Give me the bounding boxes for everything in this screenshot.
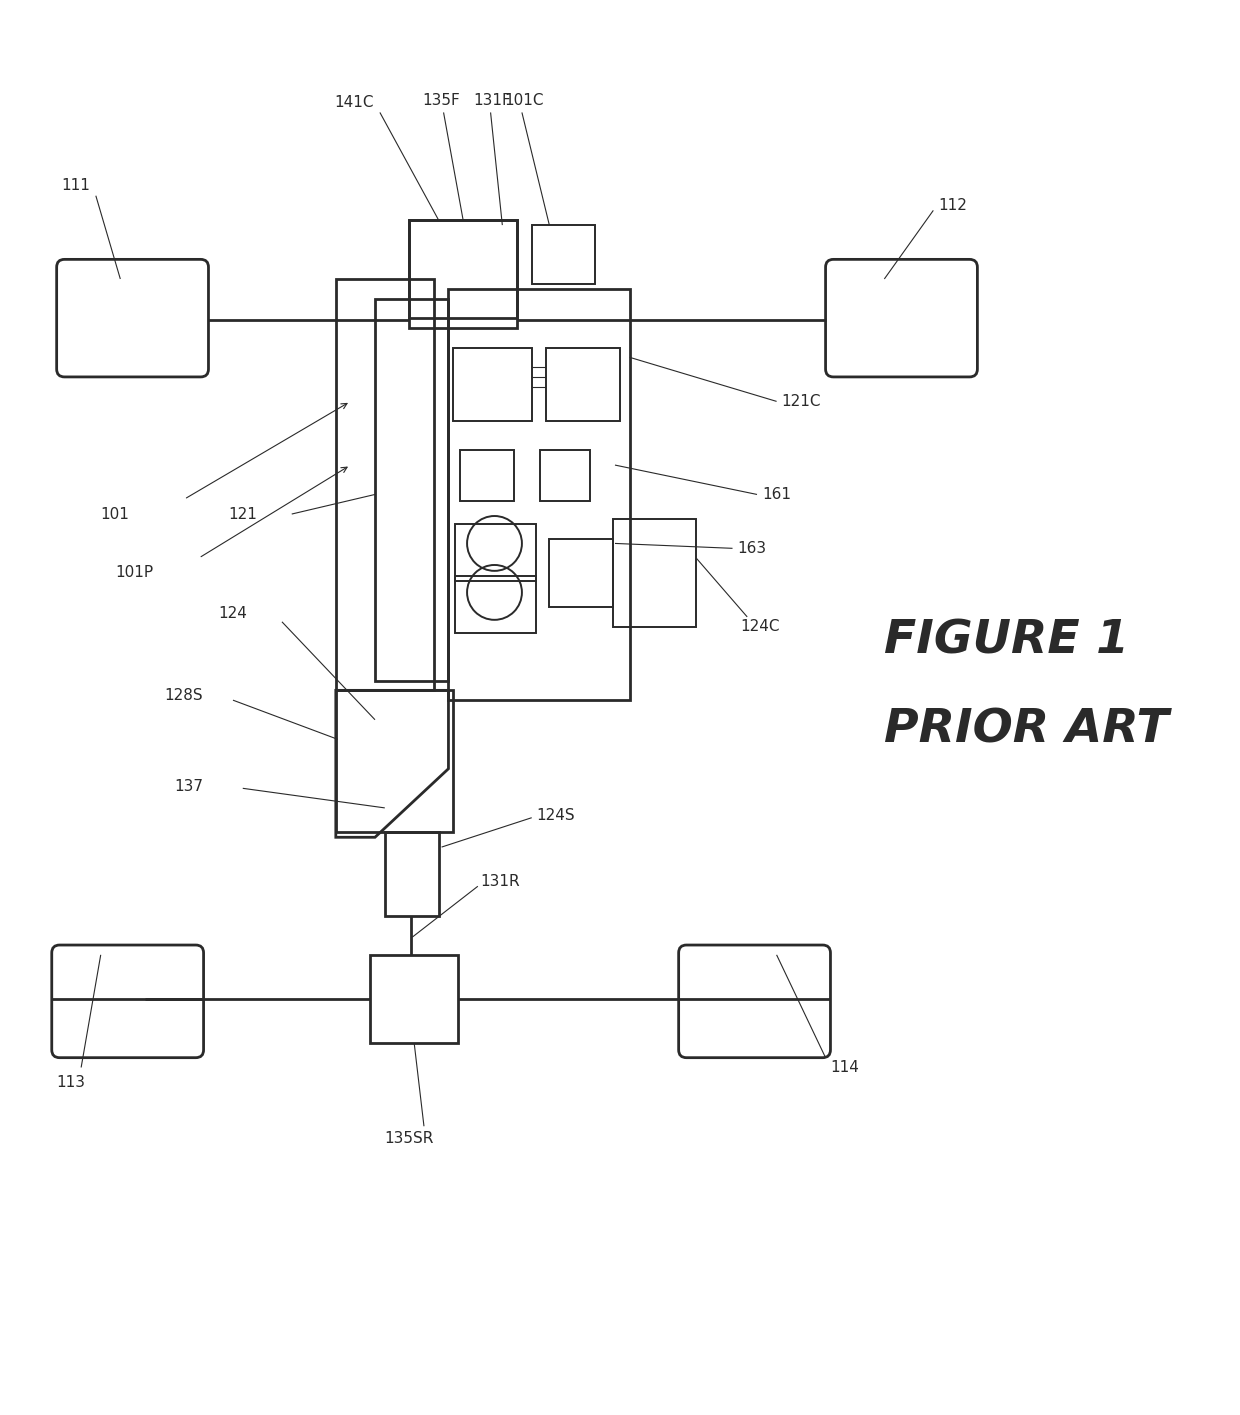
Text: 128S: 128S	[165, 688, 203, 703]
Bar	[336, 691, 454, 832]
Text: 131R: 131R	[481, 874, 521, 889]
Bar	[409, 221, 517, 318]
Text: 131F: 131F	[472, 93, 511, 108]
Bar	[370, 955, 459, 1043]
FancyBboxPatch shape	[678, 945, 831, 1057]
Text: 121C: 121C	[781, 393, 821, 409]
Text: 135F: 135F	[422, 93, 460, 108]
Text: 101: 101	[100, 507, 130, 522]
Bar	[455, 524, 536, 580]
Text: FIGURE 1: FIGURE 1	[884, 618, 1130, 664]
Text: 161: 161	[761, 487, 791, 502]
Text: 114: 114	[831, 1060, 859, 1075]
Text: 137: 137	[174, 778, 203, 794]
Text: 141C: 141C	[334, 95, 373, 110]
FancyBboxPatch shape	[52, 945, 203, 1057]
FancyBboxPatch shape	[826, 259, 977, 376]
Bar	[455, 576, 536, 633]
Bar	[549, 539, 613, 607]
Text: 135SR: 135SR	[384, 1132, 434, 1146]
Text: 124C: 124C	[740, 620, 780, 634]
FancyBboxPatch shape	[57, 259, 208, 376]
Text: 113: 113	[57, 1074, 86, 1090]
Text: 121: 121	[228, 507, 257, 522]
Bar	[374, 299, 449, 681]
Text: 163: 163	[738, 541, 766, 556]
Bar	[384, 832, 439, 916]
Bar	[336, 279, 434, 691]
Text: PRIOR ART: PRIOR ART	[884, 708, 1169, 751]
Text: 101C: 101C	[505, 93, 544, 108]
Text: 112: 112	[939, 198, 967, 214]
Bar	[613, 519, 697, 627]
Bar	[454, 348, 532, 422]
Text: 111: 111	[62, 178, 91, 194]
Bar	[460, 450, 515, 501]
Text: 124: 124	[218, 607, 247, 621]
Bar	[409, 221, 517, 328]
Bar	[532, 225, 595, 284]
Bar	[449, 289, 630, 700]
Text: 101P: 101P	[115, 566, 154, 580]
Text: 124S: 124S	[537, 808, 575, 824]
Bar	[539, 450, 590, 501]
Bar	[547, 348, 620, 422]
